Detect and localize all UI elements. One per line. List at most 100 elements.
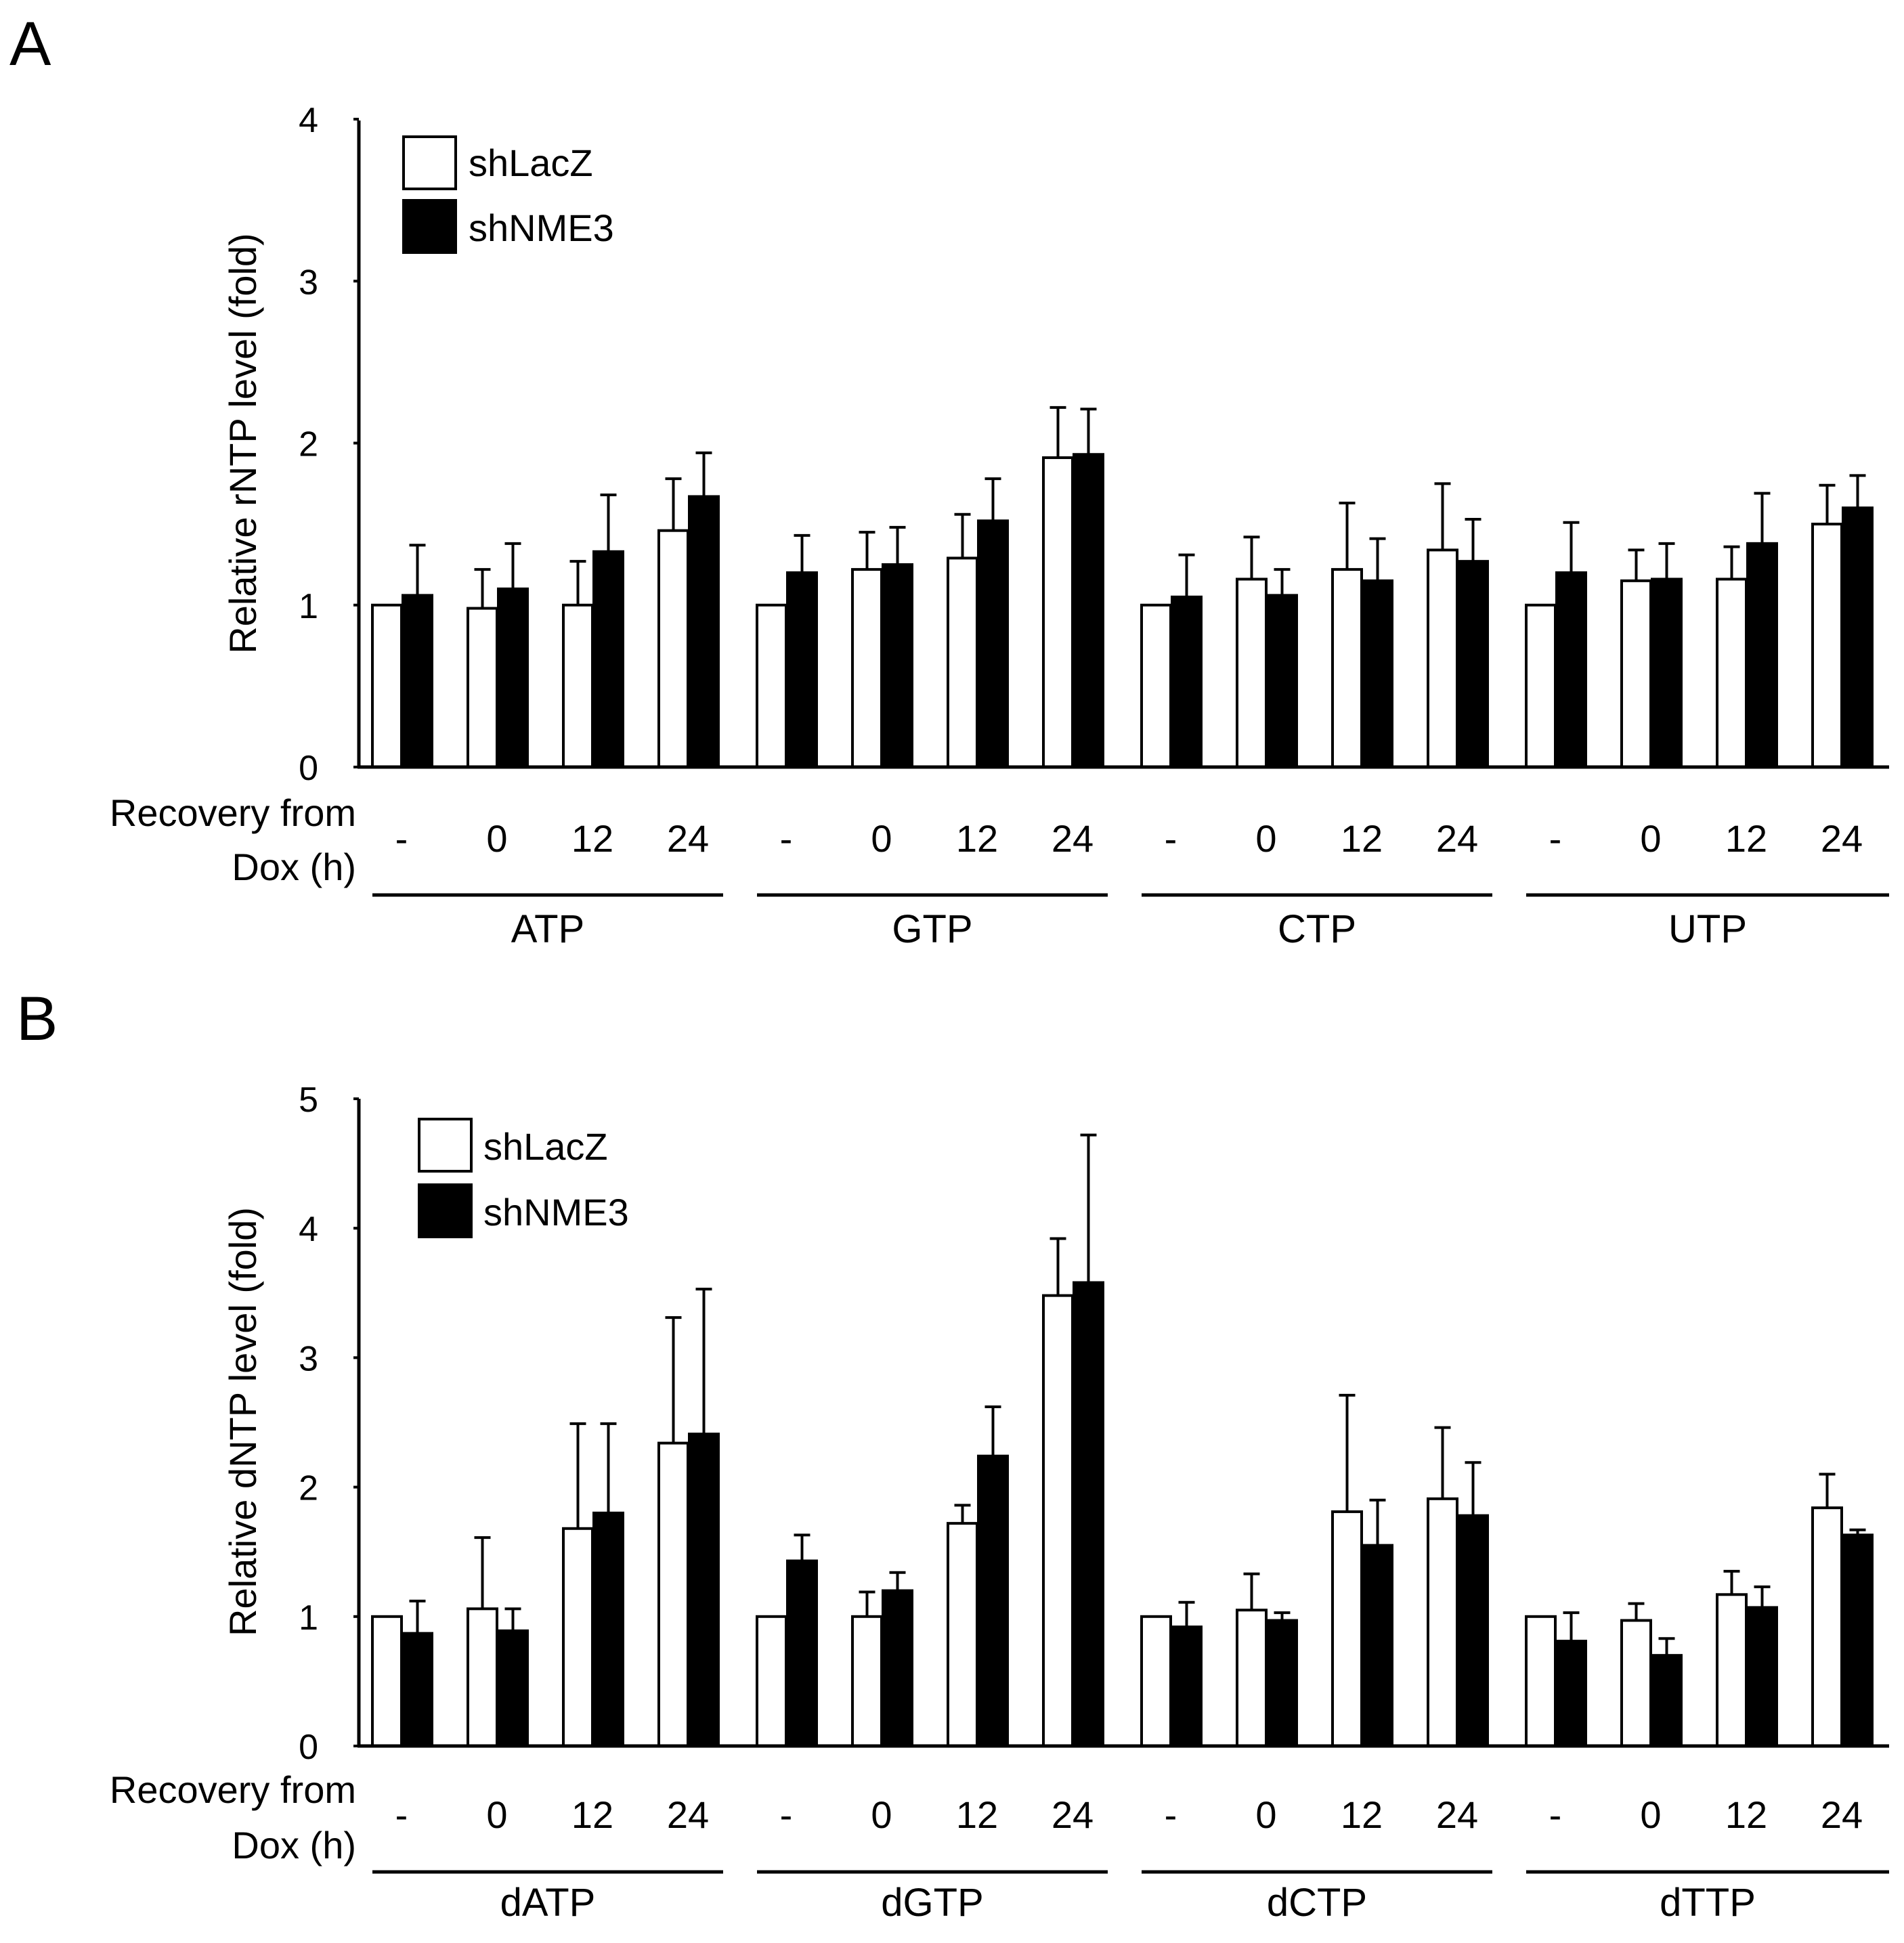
timepoint-label: 24 bbox=[1821, 1793, 1863, 1836]
bar-shlacz-utp-0h bbox=[1620, 579, 1652, 768]
bar-shlacz-ctp-12h bbox=[1331, 568, 1363, 768]
recovery-label-line1: Recovery from bbox=[110, 1768, 356, 1811]
timepoint-labels: - 0 12 24 - 0 12 24 - 0 12 24 - 0 12 24 bbox=[395, 817, 1863, 860]
bar-shlacz-dgtp-none bbox=[756, 1615, 787, 1748]
group-label: dTTP bbox=[1660, 1881, 1756, 1925]
panel-letter: B bbox=[16, 984, 58, 1053]
legend-label-shnme3: shNME3 bbox=[483, 1191, 629, 1234]
bar-shlacz-ctp-none bbox=[1140, 603, 1172, 768]
y-tick-label: 3 bbox=[299, 1339, 318, 1378]
bar-shnme3-dttp-24h bbox=[1842, 1533, 1874, 1747]
bar-shnme3-gtp-12h bbox=[977, 519, 1009, 769]
bar-shnme3-gtp-none bbox=[786, 571, 818, 769]
bar-shnme3-utp-24h bbox=[1842, 506, 1874, 768]
bar-shlacz-dctp-0h bbox=[1236, 1609, 1268, 1747]
bar-shlacz-datp-12h bbox=[562, 1527, 594, 1747]
bar-shnme3-dgtp-12h bbox=[977, 1454, 1009, 1747]
bar-shlacz-atp-24h bbox=[657, 529, 689, 768]
recovery-label-line1: Recovery from bbox=[110, 791, 356, 834]
legend-swatch-shlacz bbox=[418, 1118, 473, 1173]
timepoint-label: 0 bbox=[1255, 817, 1276, 860]
legend: shLacZ shNME3 bbox=[402, 135, 614, 254]
bar-shlacz-atp-none bbox=[371, 603, 403, 768]
timepoint-label: - bbox=[780, 1793, 793, 1836]
legend-label-shnme3: shNME3 bbox=[469, 206, 614, 249]
timepoint-label: 0 bbox=[486, 817, 507, 860]
y-tick-label: 1 bbox=[299, 587, 318, 626]
timepoint-labels: - 0 12 24 - 0 12 24 - 0 12 24 - 0 12 24 bbox=[395, 1793, 1863, 1836]
timepoint-label: 24 bbox=[1052, 1793, 1094, 1836]
bar-shlacz-datp-24h bbox=[657, 1441, 689, 1748]
bar-shnme3-datp-0h bbox=[497, 1629, 529, 1748]
bar-shnme3-dgtp-0h bbox=[882, 1589, 913, 1748]
bar-shlacz-dttp-12h bbox=[1716, 1593, 1748, 1747]
bar-shlacz-ctp-0h bbox=[1236, 577, 1268, 768]
bars bbox=[371, 406, 1874, 769]
timepoint-label: - bbox=[395, 1793, 408, 1836]
y-axis-label: Relative dNTP level (fold) bbox=[221, 1207, 264, 1636]
legend-swatch-shnme3 bbox=[402, 199, 457, 254]
timepoint-label: - bbox=[1165, 1793, 1177, 1836]
legend-swatch-shlacz bbox=[402, 135, 457, 190]
timepoint-label: 24 bbox=[1821, 817, 1863, 860]
bar-shnme3-dttp-0h bbox=[1651, 1654, 1683, 1747]
legend-label-shlacz: shLacZ bbox=[469, 141, 593, 184]
timepoint-label: 0 bbox=[486, 1793, 507, 1836]
bars bbox=[371, 1133, 1874, 1748]
timepoint-label: 12 bbox=[571, 1793, 613, 1836]
timepoint-label: - bbox=[780, 817, 793, 860]
bar-shlacz-dgtp-24h bbox=[1042, 1294, 1074, 1747]
group-labels: ATP GTP CTP UTP bbox=[372, 893, 1889, 951]
bar-shnme3-datp-24h bbox=[688, 1433, 720, 1747]
timepoint-label: 12 bbox=[1725, 817, 1767, 860]
axes bbox=[357, 121, 1889, 769]
timepoint-label: 0 bbox=[1255, 1793, 1276, 1836]
timepoint-label: 24 bbox=[667, 817, 709, 860]
group-label: UTP bbox=[1668, 907, 1747, 951]
bar-shlacz-utp-24h bbox=[1811, 523, 1843, 768]
group-label: CTP bbox=[1278, 907, 1356, 951]
bar-shnme3-ctp-none bbox=[1171, 595, 1203, 768]
recovery-label: Recovery from Dox (h) bbox=[110, 1768, 356, 1866]
bar-shlacz-dttp-0h bbox=[1620, 1619, 1652, 1747]
bar-shnme3-dgtp-24h bbox=[1073, 1281, 1104, 1747]
bar-shlacz-dctp-none bbox=[1140, 1615, 1172, 1748]
bar-shnme3-atp-none bbox=[402, 594, 433, 769]
y-tick-label: 1 bbox=[299, 1598, 318, 1638]
bar-shlacz-dctp-24h bbox=[1427, 1497, 1458, 1748]
bar-shnme3-dctp-0h bbox=[1266, 1619, 1298, 1747]
timepoint-label: 24 bbox=[1436, 817, 1478, 860]
y-tick-labels: 0 1 2 3 4 bbox=[299, 101, 359, 788]
timepoint-label: 12 bbox=[956, 817, 998, 860]
bar-shlacz-gtp-24h bbox=[1042, 456, 1074, 768]
group-label: ATP bbox=[511, 907, 585, 951]
bar-shlacz-dgtp-0h bbox=[851, 1615, 883, 1748]
timepoint-label: - bbox=[395, 817, 408, 860]
bar-shlacz-utp-none bbox=[1525, 603, 1557, 768]
bar-shlacz-dttp-none bbox=[1525, 1615, 1557, 1748]
timepoint-label: 24 bbox=[1436, 1793, 1478, 1836]
timepoint-label: - bbox=[1165, 817, 1177, 860]
bar-shlacz-gtp-0h bbox=[851, 568, 883, 768]
group-label: dATP bbox=[500, 1881, 596, 1925]
y-tick-labels: 0 1 2 3 4 5 bbox=[299, 1080, 359, 1767]
bar-shnme3-ctp-12h bbox=[1362, 579, 1393, 768]
y-axis-label: Relative rNTP level (fold) bbox=[221, 233, 264, 653]
timepoint-label: 12 bbox=[1725, 1793, 1767, 1836]
bar-shlacz-dttp-24h bbox=[1811, 1506, 1843, 1747]
legend-label-shlacz: shLacZ bbox=[483, 1125, 608, 1168]
bar-shlacz-atp-0h bbox=[467, 607, 498, 768]
panel-letter: A bbox=[9, 9, 51, 79]
bar-shnme3-ctp-24h bbox=[1457, 560, 1489, 769]
bar-shnme3-dctp-none bbox=[1171, 1625, 1203, 1747]
group-label: dCTP bbox=[1267, 1881, 1367, 1925]
legend-swatch-shnme3 bbox=[418, 1183, 473, 1238]
group-labels: dATP dGTP dCTP dTTP bbox=[372, 1870, 1889, 1925]
bar-shnme3-ctp-0h bbox=[1266, 594, 1298, 769]
bar-shnme3-atp-0h bbox=[497, 587, 529, 768]
bar-shnme3-utp-0h bbox=[1651, 577, 1683, 768]
bar-shnme3-dgtp-none bbox=[786, 1559, 818, 1747]
axes bbox=[357, 1099, 1889, 1748]
